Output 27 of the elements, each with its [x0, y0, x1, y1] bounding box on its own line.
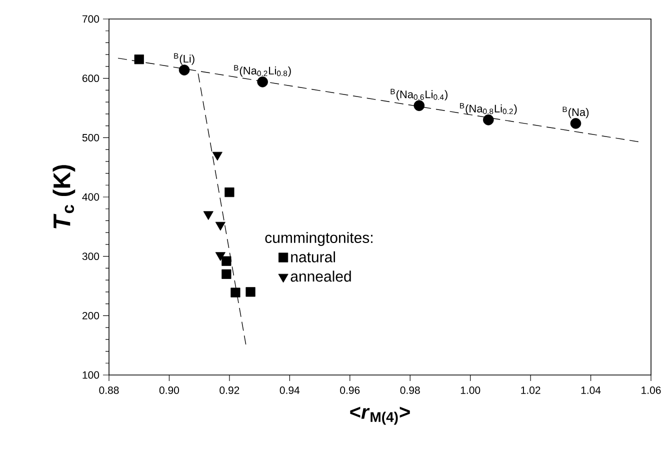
y-tick-label: 300 — [82, 252, 100, 260]
x-tick-label: 1.04 — [581, 386, 601, 394]
x-tick-label: 0.98 — [400, 386, 420, 394]
annotation: $^{B}$(Na$_{0.2}$Li$_{0.8}$) — [234, 65, 291, 77]
annotation: $^{B}$(Na$_{0.6}$Li$_{0.4}$) — [390, 88, 448, 100]
y-tick-label: 500 — [82, 134, 100, 142]
y-tick-label: 200 — [82, 312, 100, 320]
x-tick-label: 1.06 — [642, 386, 661, 394]
x-axis-title: <r$_{M(4)}$> — [350, 406, 410, 425]
x-tick-label: 1.00 — [460, 386, 480, 394]
y-tick-label: 400 — [82, 193, 100, 201]
x-tick-label: 0.90 — [159, 386, 180, 394]
y-tick-label: 600 — [82, 74, 100, 82]
legend-label: annealed — [290, 270, 351, 282]
annotation: $^{B}$(Na) — [562, 106, 589, 118]
annotation: $^{B}$(Na$_{0.8}$Li$_{0.2}$) — [460, 103, 517, 115]
legend-label: natural — [291, 251, 335, 262]
annotation: $^{B}$(Li) — [174, 53, 194, 65]
x-tick-label: 1.02 — [521, 386, 540, 394]
x-tick-label: 0.96 — [340, 386, 360, 394]
x-tick-label: 0.88 — [99, 386, 119, 394]
legend-title: cummingtonites: — [265, 232, 372, 246]
x-tick-label: 0.92 — [220, 386, 240, 394]
y-tick-label: 100 — [82, 371, 100, 379]
x-tick-label: 0.94 — [280, 386, 300, 394]
y-axis-title: T$_{c}$ (K) — [52, 165, 76, 228]
y-tick-label: 700 — [82, 15, 100, 23]
